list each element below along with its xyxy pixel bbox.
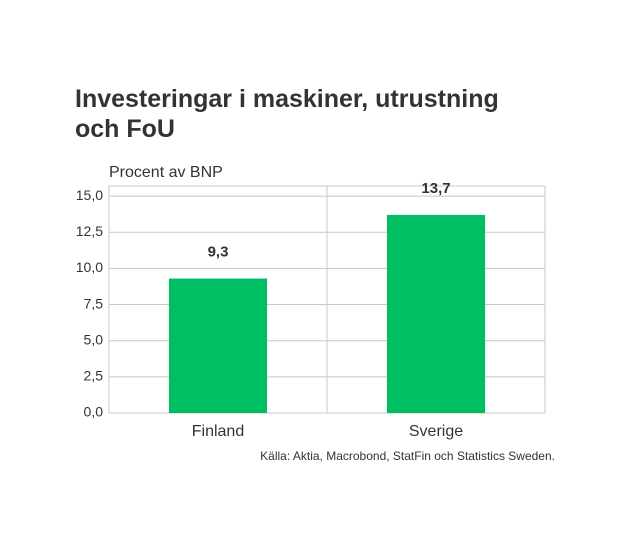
chart-title: Investeringar i maskiner, utrustning och… <box>75 85 499 143</box>
value-label: 9,3 <box>208 244 229 261</box>
y-axis-label: Procent av BNP <box>109 164 223 181</box>
y-tick-label: 12,5 <box>76 223 103 239</box>
bar <box>386 214 486 413</box>
y-tick-label: 10,0 <box>76 259 103 275</box>
bar <box>168 278 268 413</box>
source: Källa: Aktia, Macrobond, StatFin och Sta… <box>260 449 555 463</box>
y-tick-label: 15,0 <box>76 187 103 203</box>
y-tick-label: 0,0 <box>84 404 104 420</box>
x-tick-label: Sverige <box>409 423 463 440</box>
x-tick-label: Finland <box>192 423 244 440</box>
y-tick-label: 2,5 <box>84 368 104 384</box>
y-tick-label: 7,5 <box>84 295 104 311</box>
value-label: 13,7 <box>421 180 450 197</box>
y-tick-label: 5,0 <box>84 331 104 347</box>
